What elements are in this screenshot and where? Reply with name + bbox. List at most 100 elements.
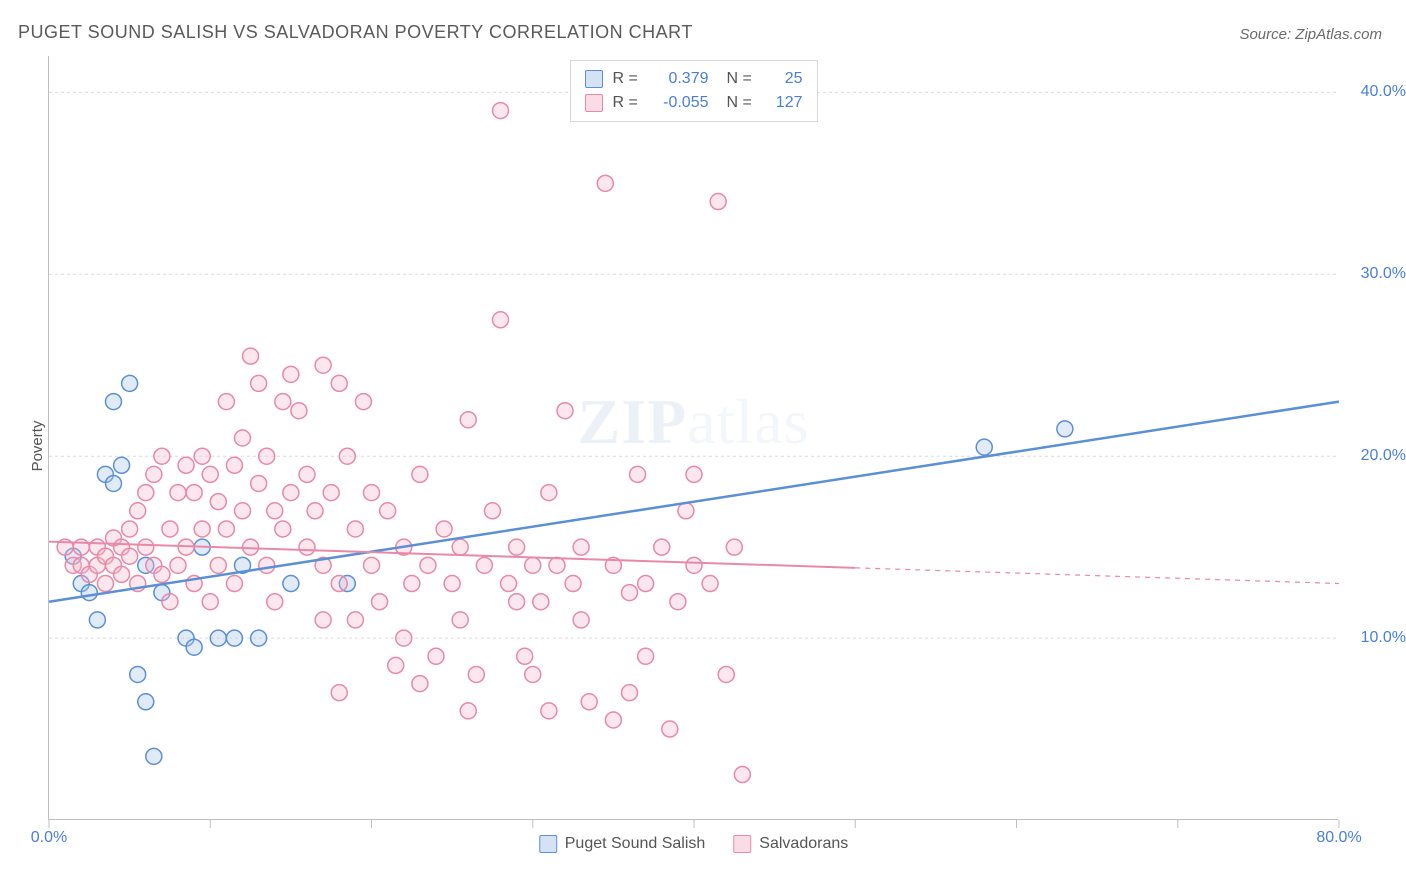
data-point [364, 485, 380, 501]
legend-item: Salvadorans [733, 835, 848, 853]
data-point [573, 612, 589, 628]
data-point [283, 366, 299, 382]
data-point [670, 594, 686, 610]
series-swatch [539, 835, 557, 853]
trend-line-extrapolated [855, 568, 1339, 584]
data-point [573, 539, 589, 555]
data-point [412, 466, 428, 482]
data-point [154, 448, 170, 464]
data-point [347, 521, 363, 537]
data-point [380, 503, 396, 519]
data-point [291, 403, 307, 419]
legend-item: Puget Sound Salish [539, 835, 706, 853]
data-point [122, 548, 138, 564]
data-point [533, 594, 549, 610]
x-tick-label: 80.0% [1316, 829, 1361, 847]
r-value: 0.379 [651, 70, 709, 88]
data-point [259, 557, 275, 573]
r-label: R = [613, 94, 641, 112]
data-point [436, 521, 452, 537]
data-point [331, 576, 347, 592]
data-point [493, 312, 509, 328]
data-point [138, 485, 154, 501]
data-point [251, 630, 267, 646]
data-point [452, 539, 468, 555]
data-point [331, 685, 347, 701]
data-point [1057, 421, 1073, 437]
r-value: -0.055 [651, 94, 709, 112]
data-point [347, 612, 363, 628]
data-point [299, 539, 315, 555]
data-point [210, 630, 226, 646]
data-point [202, 466, 218, 482]
data-point [557, 403, 573, 419]
x-tick-label: 0.0% [31, 829, 67, 847]
data-point [138, 694, 154, 710]
data-point [194, 521, 210, 537]
y-tick-label: 20.0% [1361, 447, 1406, 465]
data-point [315, 357, 331, 373]
data-point [630, 466, 646, 482]
data-point [122, 521, 138, 537]
series-swatch [733, 835, 751, 853]
data-point [364, 557, 380, 573]
data-point [178, 457, 194, 473]
data-point [89, 612, 105, 628]
data-point [517, 648, 533, 664]
data-point [323, 485, 339, 501]
legend-label: Salvadorans [759, 835, 848, 853]
y-tick-label: 10.0% [1361, 629, 1406, 647]
data-point [444, 576, 460, 592]
data-point [638, 648, 654, 664]
data-point [226, 576, 242, 592]
series-swatch [585, 94, 603, 112]
data-point [388, 657, 404, 673]
n-label: N = [727, 94, 755, 112]
data-point [339, 448, 355, 464]
data-point [106, 475, 122, 491]
data-point [355, 394, 371, 410]
n-value: 127 [765, 94, 803, 112]
data-point [275, 394, 291, 410]
data-point [202, 594, 218, 610]
data-point [638, 576, 654, 592]
data-point [114, 457, 130, 473]
data-point [235, 430, 251, 446]
chart-plot-area: ZIPatlas R =0.379N =25R =-0.055N =127 Pu… [48, 56, 1338, 820]
chart-title: PUGET SOUND SALISH VS SALVADORAN POVERTY… [18, 22, 693, 43]
data-point [307, 503, 323, 519]
y-tick-label: 30.0% [1361, 265, 1406, 283]
data-point [130, 666, 146, 682]
data-point [622, 585, 638, 601]
data-point [315, 612, 331, 628]
correlation-legend: R =0.379N =25 R = -0.055 N = 127 [570, 60, 818, 122]
data-point [283, 485, 299, 501]
data-point [372, 594, 388, 610]
data-point [541, 485, 557, 501]
data-point [226, 630, 242, 646]
data-point [81, 585, 97, 601]
data-point [275, 521, 291, 537]
data-point [460, 703, 476, 719]
data-point [299, 466, 315, 482]
data-point [686, 557, 702, 573]
correlation-row: R =0.379N =25 [585, 67, 803, 91]
y-tick-label: 40.0% [1361, 83, 1406, 101]
data-point [396, 630, 412, 646]
data-point [194, 448, 210, 464]
data-point [122, 375, 138, 391]
data-point [97, 576, 113, 592]
data-point [710, 194, 726, 210]
data-point [420, 557, 436, 573]
data-point [170, 557, 186, 573]
data-point [976, 439, 992, 455]
data-point [138, 539, 154, 555]
data-point [130, 503, 146, 519]
data-point [404, 576, 420, 592]
data-point [501, 576, 517, 592]
data-point [734, 767, 750, 783]
data-point [718, 666, 734, 682]
data-point [235, 503, 251, 519]
data-point [605, 712, 621, 728]
data-point [726, 539, 742, 555]
